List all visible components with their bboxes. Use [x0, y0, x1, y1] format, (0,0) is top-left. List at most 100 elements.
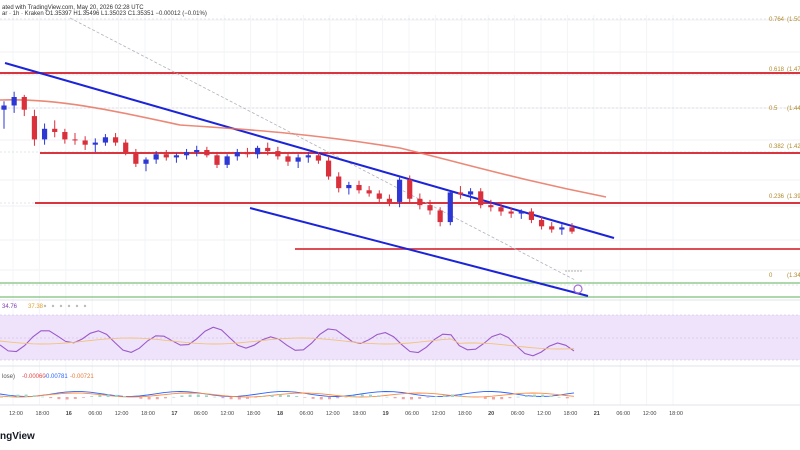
macd-hist-bar — [221, 397, 225, 399]
fib-ratio-label: 0.5 — [769, 106, 778, 112]
x-tick-label: 18:00 — [352, 411, 366, 417]
macd-hist-bar — [172, 396, 176, 398]
candle-body — [21, 97, 27, 110]
candle-body — [518, 211, 524, 214]
x-tick-label: 12:00 — [220, 411, 234, 417]
candle-body — [417, 198, 423, 206]
macd-hist-bar — [139, 397, 143, 399]
macd-hist-bar — [196, 394, 200, 397]
candle-body — [173, 155, 180, 158]
macd-hist-bar — [254, 397, 258, 398]
brand-logo: ngView — [0, 431, 35, 442]
macd-hist-bar — [516, 396, 520, 398]
candle-body — [467, 191, 474, 195]
candle-body — [285, 156, 291, 162]
header-source: ated with TradingView.com, May 20, 2026 … — [2, 5, 144, 11]
candle-body — [528, 211, 535, 220]
macd-hist-bar — [65, 397, 69, 400]
candle-body — [538, 219, 545, 227]
candle-body — [427, 205, 433, 211]
macd-hist-bar — [557, 396, 561, 398]
macd-pane: lose) -0.00060-0.00781 -0.00721 — [0, 365, 800, 400]
x-tick-label: 12:00 — [537, 411, 551, 417]
candle-body — [224, 156, 230, 165]
dot-icon — [43, 304, 47, 308]
fib-price-label: (1.50 — [787, 17, 800, 23]
macd-hist-bar — [336, 397, 340, 399]
macd-hist-bar — [541, 394, 545, 397]
rsi-ma-value: 37.38 — [28, 304, 44, 310]
macd-hist-bar — [442, 394, 446, 397]
overlays — [0, 17, 800, 298]
macd-hist-bar — [114, 394, 118, 397]
fib-price-label: (1.44 — [787, 106, 800, 112]
macd-hist-bar — [131, 397, 135, 398]
dot-icon — [59, 304, 63, 308]
macd-hist-bar — [410, 397, 413, 400]
macd-signal-line — [0, 392, 575, 398]
x-tick-label: 06:00 — [511, 411, 525, 417]
candle-body — [295, 157, 301, 162]
channel-lower — [249, 207, 589, 297]
macd-hist-bar — [270, 394, 274, 397]
candle-body — [396, 179, 403, 202]
x-tick-label: 16 — [66, 411, 72, 417]
candle-body — [11, 97, 17, 106]
x-tick-label: 20 — [488, 411, 494, 417]
rsi-band — [0, 315, 800, 360]
macd-hist-bar — [418, 397, 422, 399]
macd-hist-bar — [123, 395, 126, 397]
x-tick-label: 18:00 — [564, 411, 578, 417]
fib-ratio-label: 0.236 — [769, 194, 785, 200]
candle-body — [41, 128, 48, 140]
macd-hist-bar — [205, 395, 208, 397]
candle-body — [102, 137, 109, 143]
macd-hist-bar — [385, 396, 389, 398]
x-tick-label: 18:00 — [458, 411, 472, 417]
x-tick-label: 21 — [594, 411, 600, 417]
x-tick-label: 12:00 — [326, 411, 340, 417]
fib-ratio-label: 0.382 — [769, 144, 785, 150]
macd-hist-bar — [8, 395, 12, 397]
macd-hist-bar — [483, 397, 487, 399]
macd-hist-bar — [229, 397, 233, 400]
x-tick-label: 06:00 — [300, 411, 314, 417]
candle-body — [1, 105, 7, 110]
macd-hist-bar — [164, 397, 167, 399]
macd-hist-bar — [188, 394, 192, 397]
macd-hist-bar — [524, 395, 528, 397]
candle-body — [163, 154, 169, 158]
x-tick-label: 12:00 — [643, 411, 657, 417]
candle-body — [447, 192, 453, 223]
macd-hist-bar — [369, 394, 372, 397]
candle-body — [325, 160, 332, 177]
macd-hist-bar — [213, 396, 217, 398]
candle-body — [488, 205, 494, 208]
macd-hist-bar — [49, 397, 53, 399]
candle-body — [62, 131, 68, 140]
candle-body — [356, 184, 362, 191]
rsi-pane: 34.76 37.38 — [0, 299, 800, 361]
chart-header: ated with TradingView.com, May 20, 2026 … — [2, 5, 207, 17]
candle-body — [437, 210, 443, 223]
macd-hist-bar — [32, 395, 36, 397]
candle-body — [82, 140, 88, 145]
rsi-ma-line — [0, 337, 575, 350]
macd-hist-bar — [393, 397, 397, 399]
macd-hist-bar — [237, 397, 241, 400]
macd-value: -0.00721 — [70, 374, 94, 380]
macd-hist-bar — [311, 397, 315, 399]
macd-hist-bar — [533, 394, 536, 397]
x-tick-label: 06:00 — [616, 411, 630, 417]
macd-hist-bar — [434, 396, 438, 397]
x-tick-label: 18:00 — [247, 411, 261, 417]
candle-body — [52, 128, 58, 132]
macd-hist-bar — [278, 394, 282, 397]
macd-hist-bar — [287, 394, 290, 397]
fib-price-label: (1.47 — [787, 67, 800, 73]
candle-body — [265, 147, 271, 152]
rsi-line — [0, 326, 575, 357]
candle-body — [133, 152, 139, 164]
dot-icon — [83, 304, 87, 308]
